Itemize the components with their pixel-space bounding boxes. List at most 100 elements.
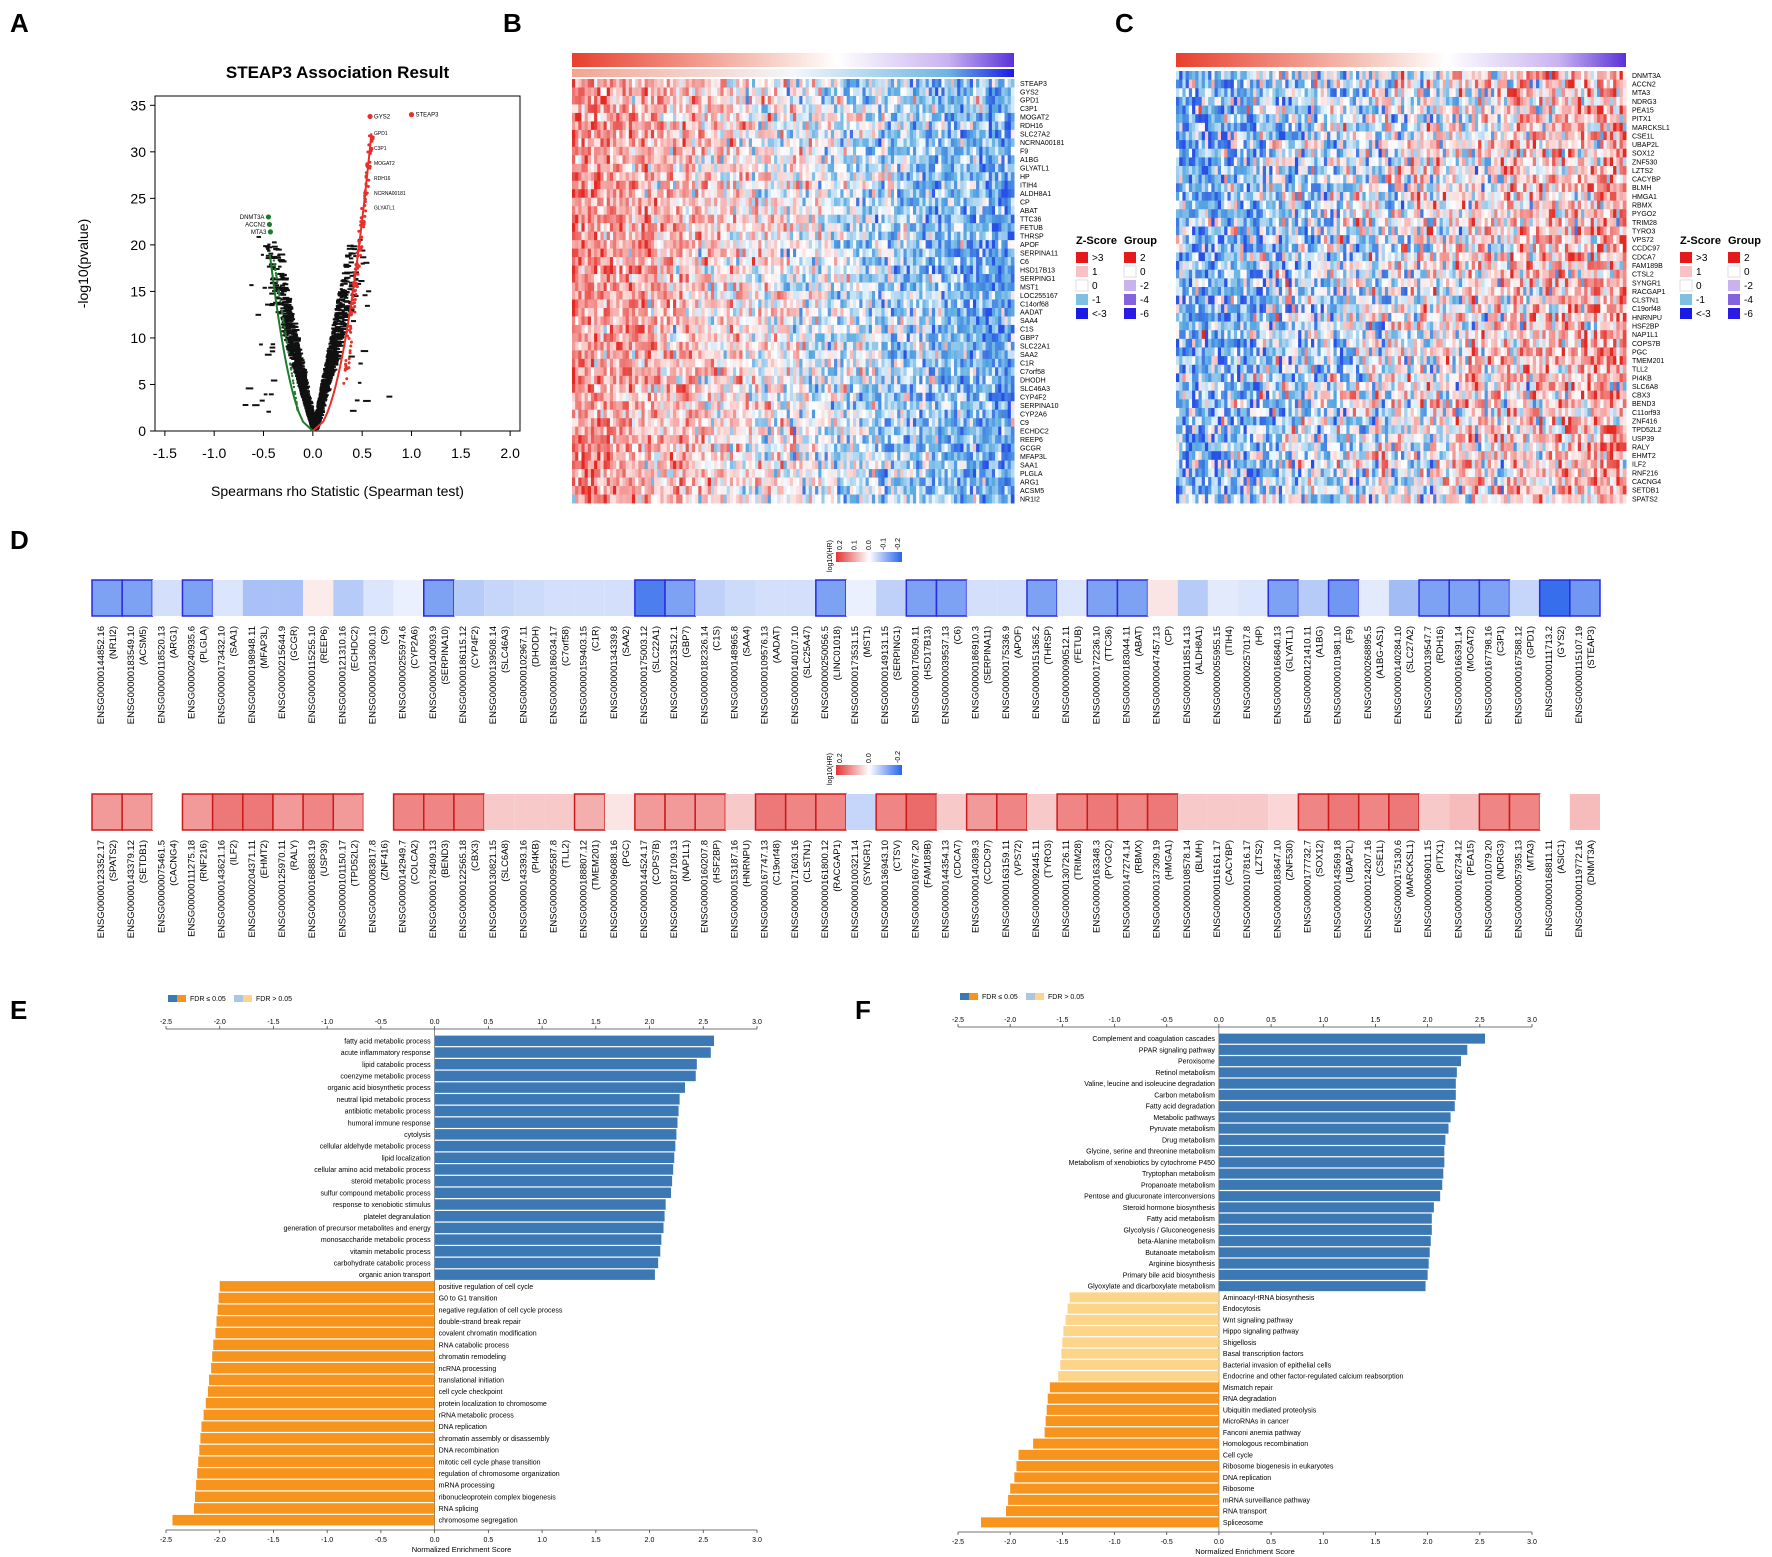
heatmap-b-cell <box>751 248 756 258</box>
heatmap-b-cell <box>584 274 589 284</box>
heatmap-b-cell <box>654 163 658 173</box>
heatmap-b-cell <box>641 87 646 97</box>
heatmap-b-cell <box>717 333 721 343</box>
heatmap-b-cell <box>644 189 649 199</box>
volcano-point <box>337 320 341 323</box>
heatmap-b-cell <box>666 282 671 292</box>
heatmap-b-cell <box>717 486 721 496</box>
heatmap-b-cell <box>682 155 687 165</box>
heatmap-b-cell <box>729 282 734 292</box>
volcano-point <box>334 314 340 317</box>
heatmap-b-cell <box>777 460 781 470</box>
heatmap-b-cell <box>619 316 624 326</box>
heatmap-b-cell <box>625 129 630 139</box>
heatmap-b-cell <box>729 341 734 351</box>
heatmap-b-cell <box>701 316 706 326</box>
heatmap-b-cell <box>609 435 614 445</box>
heatmap-b-cell <box>587 240 592 250</box>
heatmap-b-cell <box>726 197 731 207</box>
heatmap-b-cell <box>701 121 706 131</box>
heatmap-b-cell <box>729 426 734 436</box>
heatmap-b-cell <box>755 494 759 504</box>
heatmap-b-cell <box>647 418 652 428</box>
heatmap-b-cell <box>736 172 740 182</box>
heatmap-b-cell <box>761 426 766 436</box>
heatmap-b-cell <box>613 248 617 258</box>
heatmap-b-cell <box>594 282 598 292</box>
heatmap-b-cell <box>631 460 636 470</box>
heatmap-b-cell <box>644 274 649 284</box>
heatmap-b-cell <box>644 299 649 309</box>
heatmap-b-cell <box>619 240 624 250</box>
heatmap-b-cell <box>575 274 579 284</box>
heatmap-b-cell <box>644 409 649 419</box>
heatmap-b-cell <box>758 138 762 148</box>
heatmap-b-cell <box>770 172 775 182</box>
heatmap-b-cell <box>638 265 642 275</box>
volcano-point <box>293 337 301 340</box>
heatmap-b-cell <box>575 146 579 156</box>
heatmap-b-cell <box>638 477 642 487</box>
heatmap-b-cell <box>777 435 781 445</box>
heatmap-b-cell <box>780 265 785 275</box>
heatmap-b-cell <box>616 248 620 258</box>
heatmap-b-cell <box>666 121 671 131</box>
heatmap-b-cell <box>644 435 649 445</box>
heatmap-b-cell <box>606 350 611 360</box>
volcano-gene-label: GPD1 <box>374 131 388 137</box>
heatmap-b-cell <box>679 333 683 343</box>
heatmap-b-cell <box>682 409 687 419</box>
heatmap-b-cell <box>707 163 712 173</box>
volcano-point <box>360 350 369 353</box>
heatmap-b-cell <box>770 197 775 207</box>
volcano-point <box>304 407 310 410</box>
heatmap-b-cell <box>650 112 655 122</box>
heatmap-b-cell <box>606 257 611 267</box>
heatmap-b-cell <box>669 358 674 368</box>
heatmap-b-cell <box>770 274 775 284</box>
heatmap-b-cell <box>669 291 674 300</box>
heatmap-b-cell <box>673 418 677 428</box>
heatmap-b-cell <box>717 155 721 165</box>
heatmap-b-cell <box>609 214 614 224</box>
heatmap-b-cell <box>644 401 649 411</box>
heatmap-b-cell <box>767 248 772 258</box>
volcano-point <box>288 354 293 357</box>
heatmap-b-cell <box>594 333 598 343</box>
heatmap-b-cell <box>758 240 762 250</box>
heatmap-b-cell <box>590 223 595 233</box>
heatmap-b-cell <box>572 307 576 317</box>
heatmap-b-cell <box>641 426 646 436</box>
heatmap-b-cell <box>774 231 778 241</box>
heatmap-b-cell <box>622 350 627 360</box>
heatmap-b-cell <box>751 197 756 207</box>
heatmap-b-cell <box>606 163 611 173</box>
heatmap-b-cell <box>751 265 756 275</box>
heatmap-b-cell <box>628 146 633 156</box>
volcano-point <box>283 282 287 285</box>
heatmap-b-cell <box>701 392 706 402</box>
volcano-point <box>273 286 282 289</box>
volcano-point <box>305 402 314 405</box>
heatmap-b-cell <box>748 341 753 351</box>
volcano-point <box>328 373 335 376</box>
heatmap-b-cell <box>723 112 728 122</box>
heatmap-b-cell <box>736 460 740 470</box>
heatmap-b-cell <box>644 282 649 292</box>
heatmap-b-cell <box>726 452 731 462</box>
heatmap-b-cell <box>628 214 633 224</box>
volcano-point <box>343 315 350 318</box>
heatmap-b-cell <box>717 477 721 487</box>
heatmap-b-cell <box>644 418 649 428</box>
heatmap-b-cell <box>745 299 750 309</box>
heatmap-b-cell <box>641 469 646 479</box>
heatmap-b-cell <box>679 274 683 284</box>
heatmap-b-cell <box>739 129 743 139</box>
heatmap-b-cell <box>777 257 781 267</box>
heatmap-b-cell <box>597 324 601 334</box>
heatmap-b-cell <box>622 248 627 258</box>
heatmap-b-cell <box>669 392 674 402</box>
heatmap-b-cell <box>774 426 778 436</box>
heatmap-b-cell <box>676 79 680 88</box>
heatmap-b-cell <box>714 333 718 343</box>
